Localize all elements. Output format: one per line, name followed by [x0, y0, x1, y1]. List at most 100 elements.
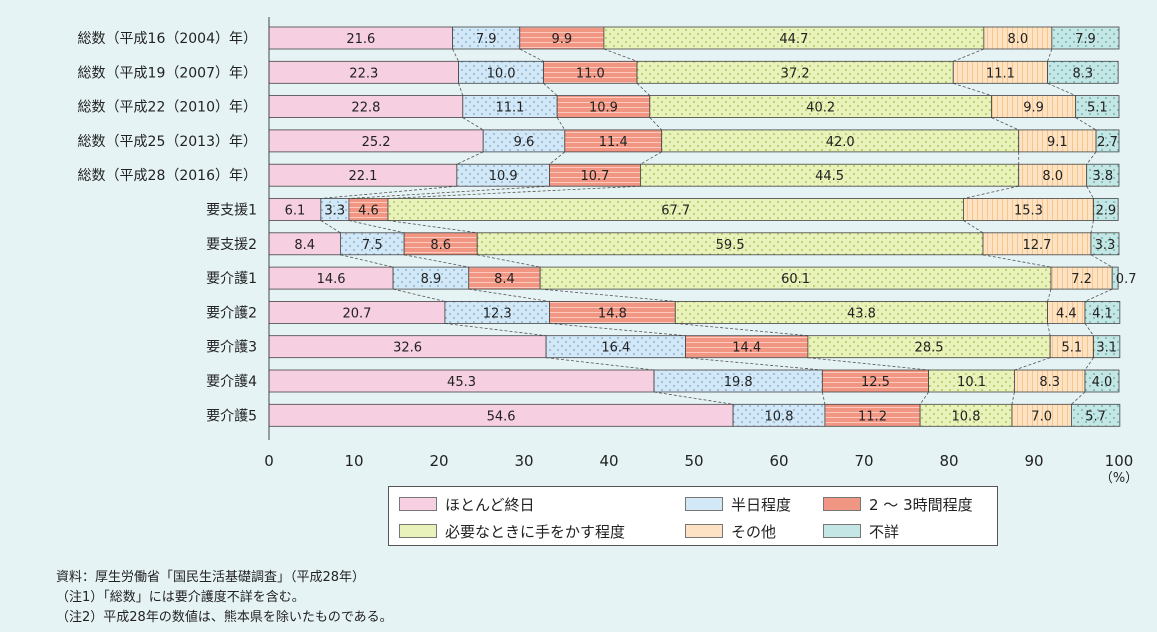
category-label-7: 要介護1 — [206, 271, 257, 287]
connector-line-3-1 — [456, 151, 484, 165]
data-label-2to3h-7: 8.4 — [494, 272, 515, 287]
data-label-unknown-11: 5.7 — [1085, 409, 1106, 424]
connector-line-0-1 — [452, 48, 459, 62]
category-label-10: 要介護4 — [206, 374, 257, 390]
connector-line-2-2 — [556, 117, 566, 131]
legend-label-allday: ほとんど終日 — [445, 495, 535, 514]
data-label-asneeded-0: 44.7 — [779, 32, 808, 47]
category-label-4: 総数（平成28（2016）年） — [78, 168, 257, 184]
bar-unknown-11 — [1071, 403, 1121, 427]
note-1: （注1）「総数」には要介護度不詳を含む。 — [56, 590, 305, 605]
connector-line-5-3 — [387, 220, 478, 234]
source-notes: 資料：厚生労働省「国民生活基礎調査」（平成28年） （注1）「総数」には要介護度… — [56, 568, 393, 628]
data-label-allday-11: 54.6 — [487, 409, 516, 424]
category-label-11: 要介護5 — [206, 408, 257, 424]
connector-line-4-3 — [387, 185, 641, 199]
x-tick-label-8: 80 — [939, 452, 958, 470]
bar-unknown-7 — [1111, 266, 1119, 290]
data-label-halfday-8: 12.3 — [483, 306, 512, 321]
bar-unknown-5 — [1093, 198, 1119, 221]
data-label-other-3: 9.1 — [1047, 135, 1068, 150]
data-label-allday-2: 22.8 — [351, 101, 380, 116]
bar-unknown-6 — [1090, 232, 1120, 256]
connector-line-4-1 — [320, 185, 457, 199]
data-label-unknown-1: 8.3 — [1073, 66, 1094, 81]
connector-line-7-4 — [1047, 288, 1052, 302]
x-tick-label-9: 90 — [1024, 452, 1043, 470]
connector-line-0-3 — [603, 48, 638, 62]
data-label-other-6: 12.7 — [1022, 238, 1051, 253]
connector-line-2-5 — [1075, 117, 1097, 131]
data-label-allday-1: 22.3 — [349, 66, 378, 81]
connector-line-3-5 — [1086, 151, 1097, 165]
data-label-allday-3: 25.2 — [362, 135, 391, 150]
data-label-2to3h-11: 11.2 — [858, 409, 887, 424]
connector-line-4-5 — [1086, 186, 1094, 199]
data-label-asneeded-11: 10.8 — [952, 409, 981, 424]
data-label-other-11: 7.0 — [1031, 409, 1052, 424]
connector-line-9-3 — [807, 357, 929, 371]
connector-line-6-3 — [477, 254, 541, 268]
connector-line-3-2 — [549, 151, 566, 165]
connector-line-9-5 — [1084, 357, 1094, 371]
connector-line-10-4 — [1011, 391, 1015, 405]
data-label-other-9: 5.1 — [1061, 341, 1082, 356]
category-label-3: 総数（平成25（2013）年） — [78, 134, 257, 150]
data-label-halfday-10: 19.8 — [724, 375, 753, 390]
category-label-5: 要支援1 — [206, 203, 257, 219]
bar-unknown-1 — [1047, 60, 1119, 84]
legend-item-2to3h: 2 ～ 3時間程度 — [823, 493, 973, 515]
data-label-other-7: 7.2 — [1071, 272, 1092, 287]
connector-line-8-4 — [1047, 323, 1051, 336]
connector-line-8-5 — [1084, 323, 1094, 336]
data-label-unknown-10: 4.0 — [1092, 375, 1113, 390]
connector-line-1-1 — [458, 83, 464, 96]
data-label-other-1: 11.1 — [986, 66, 1015, 81]
data-label-unknown-2: 5.1 — [1087, 101, 1108, 116]
bar-unknown-9 — [1093, 335, 1121, 359]
bar-unknown-3 — [1095, 129, 1120, 153]
note-source: 資料：厚生労働省「国民生活基礎調査」（平成28年） — [56, 570, 366, 585]
connector-line-4-2 — [348, 185, 550, 199]
connector-line-6-1 — [340, 254, 394, 268]
data-label-allday-7: 14.6 — [317, 272, 346, 287]
connector-line-8-3 — [675, 323, 808, 337]
legend: ほとんど終日 半日程度 2 ～ 3時間程度 必要なときに手をかす程度 その他 不… — [388, 486, 998, 546]
legend-item-asneeded: 必要なときに手をかす程度 — [399, 520, 625, 542]
data-label-2to3h-2: 10.9 — [589, 101, 618, 116]
connector-line-8-2 — [549, 323, 686, 337]
data-label-halfday-7: 8.9 — [421, 272, 442, 287]
data-label-unknown-5: 2.9 — [1095, 204, 1116, 219]
data-label-other-2: 9.9 — [1023, 101, 1044, 116]
bar-unknown-4 — [1086, 163, 1120, 187]
connector-line-6-4 — [982, 254, 1052, 268]
data-label-other-8: 4.4 — [1056, 306, 1077, 321]
legend-label-2to3h: 2 ～ 3時間程度 — [869, 495, 973, 514]
x-tick-label-3: 30 — [514, 452, 533, 470]
data-label-asneeded-3: 42.0 — [826, 135, 855, 150]
connector-line-1-2 — [543, 83, 558, 96]
legend-swatch-allday — [399, 497, 437, 511]
category-label-9: 要介護3 — [206, 340, 257, 356]
data-label-2to3h-9: 14.4 — [732, 341, 761, 356]
data-label-allday-0: 21.6 — [346, 32, 375, 47]
x-tick-label-0: 0 — [264, 452, 274, 470]
category-label-6: 要支援2 — [206, 237, 257, 253]
category-label-1: 総数（平成19（2007）年） — [78, 65, 257, 81]
x-tick-label-5: 50 — [684, 452, 703, 470]
data-label-allday-9: 32.6 — [393, 341, 422, 356]
data-label-other-10: 8.3 — [1039, 375, 1060, 390]
data-label-unknown-7: 0.7 — [1116, 272, 1137, 287]
connector-line-2-1 — [462, 117, 484, 131]
legend-item-allday: ほとんど終日 — [399, 493, 535, 515]
bar-unknown-2 — [1075, 95, 1120, 118]
data-label-halfday-2: 11.1 — [495, 101, 524, 116]
data-label-unknown-8: 4.1 — [1092, 306, 1113, 321]
x-tick-label-2: 20 — [429, 452, 448, 470]
connector-line-6-2 — [404, 254, 469, 268]
legend-swatch-halfday — [685, 497, 723, 511]
connector-line-7-5 — [1084, 288, 1113, 302]
data-label-halfday-0: 7.9 — [476, 32, 497, 47]
data-label-asneeded-5: 67.7 — [661, 204, 690, 219]
data-label-2to3h-8: 14.8 — [598, 306, 627, 321]
